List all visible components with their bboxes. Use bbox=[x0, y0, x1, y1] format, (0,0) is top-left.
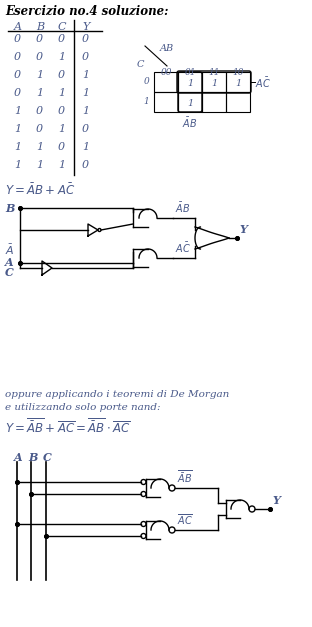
Text: 1: 1 bbox=[58, 160, 65, 170]
Text: 1: 1 bbox=[187, 98, 193, 107]
Text: 0: 0 bbox=[143, 78, 149, 87]
Text: 1: 1 bbox=[82, 70, 89, 80]
Text: AB: AB bbox=[160, 44, 174, 53]
Text: oppure applicando i teoremi di De Morgan: oppure applicando i teoremi di De Morgan bbox=[5, 390, 229, 399]
Text: $\overline{AC}$: $\overline{AC}$ bbox=[177, 512, 193, 527]
Text: Esercizio no.4 soluzione:: Esercizio no.4 soluzione: bbox=[5, 5, 168, 18]
Text: e utilizzando solo porte nand:: e utilizzando solo porte nand: bbox=[5, 403, 160, 412]
Text: 0: 0 bbox=[36, 106, 43, 116]
Text: A: A bbox=[5, 258, 14, 268]
Bar bbox=[202, 72, 226, 92]
Text: Y: Y bbox=[82, 22, 89, 32]
Text: 0: 0 bbox=[58, 34, 65, 44]
Text: 0: 0 bbox=[36, 124, 43, 134]
Text: Y: Y bbox=[272, 495, 280, 506]
Text: 0: 0 bbox=[58, 142, 65, 152]
Text: 1: 1 bbox=[14, 160, 21, 170]
Text: 0: 0 bbox=[82, 52, 89, 62]
Text: $\bar{A}B$: $\bar{A}B$ bbox=[175, 201, 190, 215]
Bar bbox=[226, 72, 250, 92]
Text: 0: 0 bbox=[14, 88, 21, 98]
Bar bbox=[154, 92, 178, 112]
Text: 0: 0 bbox=[82, 124, 89, 134]
Text: 1: 1 bbox=[14, 142, 21, 152]
Text: 0: 0 bbox=[82, 34, 89, 44]
Text: 1: 1 bbox=[82, 142, 89, 152]
Text: 0: 0 bbox=[58, 70, 65, 80]
Text: 1: 1 bbox=[36, 142, 43, 152]
Text: 1: 1 bbox=[235, 78, 241, 88]
Bar bbox=[226, 92, 250, 112]
Text: 1: 1 bbox=[14, 106, 21, 116]
Text: Y: Y bbox=[239, 224, 247, 235]
Text: C: C bbox=[58, 22, 66, 32]
Text: 0: 0 bbox=[58, 106, 65, 116]
Text: 10: 10 bbox=[232, 68, 244, 77]
Text: $Y = \bar{A}B + A\bar{C}$: $Y = \bar{A}B + A\bar{C}$ bbox=[5, 183, 75, 198]
Text: 11: 11 bbox=[208, 68, 220, 77]
Text: 1: 1 bbox=[36, 88, 43, 98]
Text: 0: 0 bbox=[14, 52, 21, 62]
Text: 1: 1 bbox=[211, 78, 217, 88]
Bar bbox=[154, 72, 178, 92]
Text: $A\bar{C}$: $A\bar{C}$ bbox=[255, 76, 271, 90]
Text: A: A bbox=[14, 452, 23, 463]
Text: 1: 1 bbox=[36, 160, 43, 170]
Bar bbox=[178, 92, 202, 112]
Text: B: B bbox=[28, 452, 37, 463]
Text: 0: 0 bbox=[14, 34, 21, 44]
Text: 1: 1 bbox=[187, 78, 193, 88]
Text: 1: 1 bbox=[36, 70, 43, 80]
Text: 1: 1 bbox=[82, 106, 89, 116]
Text: A: A bbox=[14, 22, 22, 32]
Text: C: C bbox=[5, 268, 14, 278]
Text: C: C bbox=[137, 60, 144, 69]
Text: 0: 0 bbox=[82, 160, 89, 170]
Text: 1: 1 bbox=[82, 88, 89, 98]
Text: 1: 1 bbox=[58, 52, 65, 62]
Text: 0: 0 bbox=[36, 34, 43, 44]
Text: $\overline{\bar{A}B}$: $\overline{\bar{A}B}$ bbox=[177, 468, 193, 485]
Text: 00: 00 bbox=[160, 68, 172, 77]
Text: 0: 0 bbox=[36, 52, 43, 62]
Text: $\bar{A}$: $\bar{A}$ bbox=[5, 243, 14, 257]
Text: 0: 0 bbox=[14, 70, 21, 80]
Text: 1: 1 bbox=[58, 88, 65, 98]
Text: C: C bbox=[43, 452, 52, 463]
Bar bbox=[178, 72, 202, 92]
Text: $Y = \overline{\bar{A}B}+\overline{AC}=\overline{\bar{A}B}\cdot\overline{AC}$: $Y = \overline{\bar{A}B}+\overline{AC}=\… bbox=[5, 418, 130, 436]
Text: $\bar{A}B$: $\bar{A}B$ bbox=[182, 116, 197, 130]
Text: $A\bar{C}$: $A\bar{C}$ bbox=[175, 241, 191, 255]
Text: 01: 01 bbox=[184, 68, 196, 77]
Bar bbox=[202, 92, 226, 112]
Text: 1: 1 bbox=[14, 124, 21, 134]
Text: 1: 1 bbox=[143, 98, 149, 107]
Text: B: B bbox=[5, 203, 14, 214]
Text: B: B bbox=[36, 22, 44, 32]
Text: 1: 1 bbox=[58, 124, 65, 134]
